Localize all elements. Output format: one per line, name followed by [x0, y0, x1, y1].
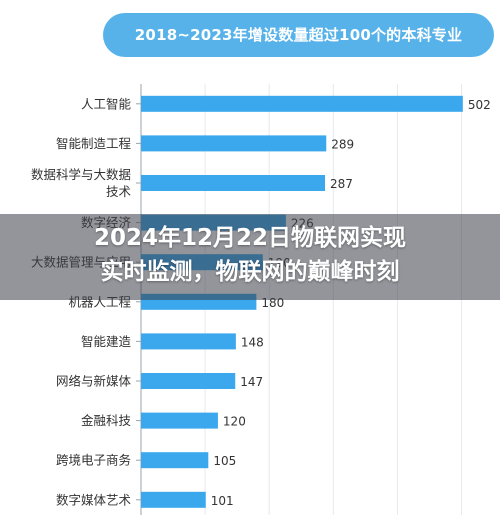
category-label: 智能制造工程 [56, 136, 132, 151]
chart-title: 2018~2023年增设数量超过100个的本科专业 [134, 26, 463, 44]
category-label: 网络与新媒体 [56, 374, 132, 389]
chart-title-background [103, 13, 494, 57]
bar [141, 452, 209, 469]
bar [141, 175, 325, 191]
bar [141, 95, 463, 112]
data-label: 148 [241, 335, 264, 349]
category-label: 数据科学与大数据技术 [31, 167, 132, 199]
headline-line-1: 2024年12月22日物联网实现 [93, 225, 407, 251]
bar [141, 333, 236, 350]
category-label: 金融科技 [81, 413, 132, 428]
category-label: 跨境电子商务 [56, 453, 131, 468]
data-label: 120 [223, 415, 246, 429]
headline-overlay-band [0, 214, 500, 300]
data-label: 147 [240, 375, 263, 389]
bar [141, 491, 206, 508]
data-label: 101 [211, 494, 234, 508]
headline-line-2: 实时监测，物联网的巅峰时刻 [100, 259, 400, 285]
category-label: 数字媒体艺术 [56, 492, 132, 507]
category-label: 智能建造 [81, 334, 132, 349]
bar [141, 412, 218, 429]
data-label: 289 [331, 137, 354, 151]
data-label: 105 [213, 454, 236, 468]
headline-overlay: 2024年12月22日物联网实现 实时监测，物联网的巅峰时刻 [0, 221, 500, 289]
bar [141, 373, 236, 389]
bar [141, 135, 327, 152]
data-label: 287 [330, 177, 353, 191]
data-label: 502 [468, 98, 491, 112]
category-label: 人工智能 [81, 96, 132, 111]
